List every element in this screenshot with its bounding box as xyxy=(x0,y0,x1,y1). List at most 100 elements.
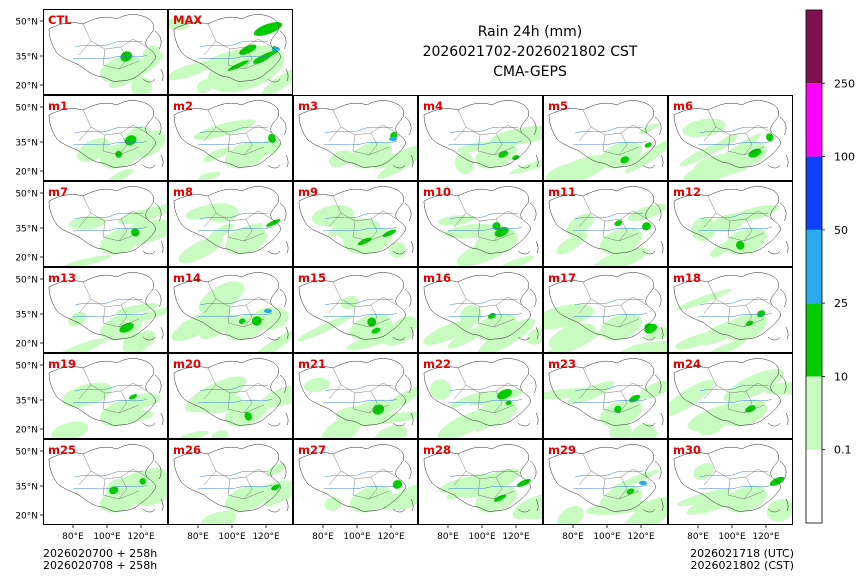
country-border xyxy=(423,100,531,168)
rain-area-moderate xyxy=(392,480,403,489)
coastline xyxy=(392,202,414,255)
rain-area-light xyxy=(200,510,237,525)
river-yellow xyxy=(74,298,144,306)
river-yellow xyxy=(199,470,269,478)
rain-area-moderate xyxy=(253,54,272,64)
lat-tick-label: 20°N xyxy=(15,82,38,92)
rain-area-moderate xyxy=(628,394,641,403)
panel-border xyxy=(418,95,543,181)
province-borders xyxy=(453,453,523,500)
river-yellow xyxy=(199,40,269,48)
lon-tick-label: 120°E xyxy=(127,532,155,542)
colorbar-segment xyxy=(806,229,822,304)
rain-area-light xyxy=(509,155,543,175)
panel-border xyxy=(668,353,793,439)
rain-area-light xyxy=(137,470,168,506)
rain-area-light xyxy=(474,141,518,169)
member-label: m22 xyxy=(423,357,451,371)
rain-area-moderate xyxy=(266,219,281,227)
panel-border xyxy=(168,439,293,525)
river-yellow xyxy=(449,126,519,134)
panel-border xyxy=(543,353,668,439)
province-borders xyxy=(453,367,523,414)
rain-area-light xyxy=(349,141,393,169)
init-time-info: 2026020700 + 258h 2026020708 + 258h xyxy=(43,548,157,572)
lat-tick-label: 20°N xyxy=(15,340,38,350)
river-yellow xyxy=(74,126,144,134)
title-line-3: CMA-GEPS xyxy=(493,64,567,80)
river-yangtze xyxy=(72,484,148,490)
panel-border xyxy=(543,439,668,525)
rain-area-moderate xyxy=(251,316,262,326)
map-panel: m18 xyxy=(668,267,793,353)
panel-border xyxy=(543,267,668,353)
country-border xyxy=(48,100,156,168)
rain-area-moderate xyxy=(498,150,509,158)
country-border xyxy=(548,186,656,254)
rain-area-moderate xyxy=(371,327,381,334)
province-borders xyxy=(703,195,773,242)
lon-tick-label: 100°E xyxy=(218,532,246,542)
panel-border xyxy=(543,95,668,181)
colorbar-segment xyxy=(806,156,822,230)
member-label: m14 xyxy=(173,271,201,285)
rain-area-moderate xyxy=(227,60,250,71)
river-yellow xyxy=(699,384,769,392)
coastline xyxy=(767,460,789,513)
coastline xyxy=(392,460,414,513)
colorbar-border xyxy=(805,9,823,524)
country-border xyxy=(298,444,406,512)
map-panel: m22 xyxy=(418,353,543,439)
river-yellow xyxy=(324,470,394,478)
rain-area-moderate xyxy=(367,317,377,327)
rain-area-light xyxy=(49,338,106,353)
river-yangtze xyxy=(72,226,148,232)
panel-border xyxy=(168,267,293,353)
rain-area-light xyxy=(99,55,143,83)
rain-area-light xyxy=(625,137,668,173)
rain-area-light xyxy=(543,387,598,400)
panel-border xyxy=(43,9,168,95)
coastline xyxy=(767,374,789,427)
rain-area-moderate xyxy=(512,155,520,161)
rain-area-moderate xyxy=(238,318,246,324)
lon-tick-label: 80°E xyxy=(687,532,709,542)
member-label: m26 xyxy=(173,443,201,457)
river-yellow xyxy=(699,212,769,220)
coastline xyxy=(767,202,789,255)
river-yellow xyxy=(574,470,644,478)
coastline xyxy=(142,30,164,83)
colorbar-segment xyxy=(806,303,822,377)
coastline xyxy=(267,288,289,341)
rain-area-moderate xyxy=(614,220,623,227)
river-yangtze xyxy=(197,398,273,404)
lat-tick-label: 50°N xyxy=(15,448,38,458)
rain-area-light xyxy=(377,153,418,179)
coastline xyxy=(142,374,164,427)
river-yangtze xyxy=(322,312,398,318)
rain-area-light xyxy=(261,385,293,408)
lon-tick-label: 120°E xyxy=(627,532,655,542)
province-borders xyxy=(328,367,398,414)
rain-area-light xyxy=(474,313,518,341)
river-yangtze xyxy=(197,312,273,318)
river-yellow xyxy=(574,298,644,306)
coastline xyxy=(517,116,539,169)
rain-area-light xyxy=(197,171,221,181)
rain-area-light xyxy=(107,168,134,181)
rain-area-light xyxy=(724,227,768,255)
country-border xyxy=(173,14,281,82)
river-yangtze xyxy=(197,54,273,60)
province-borders xyxy=(703,281,773,328)
panel-border xyxy=(668,95,793,181)
province-borders xyxy=(203,109,273,156)
rain-area-light xyxy=(474,399,518,427)
province-borders xyxy=(203,453,273,500)
panel-border xyxy=(293,353,418,439)
title-line-2: 2026021702-2026021802 CST xyxy=(422,44,638,60)
panel-border xyxy=(418,353,543,439)
lon-tick-label: 80°E xyxy=(187,532,209,542)
river-yellow xyxy=(74,470,144,478)
rain-area-light xyxy=(349,485,393,513)
province-borders xyxy=(78,109,148,156)
